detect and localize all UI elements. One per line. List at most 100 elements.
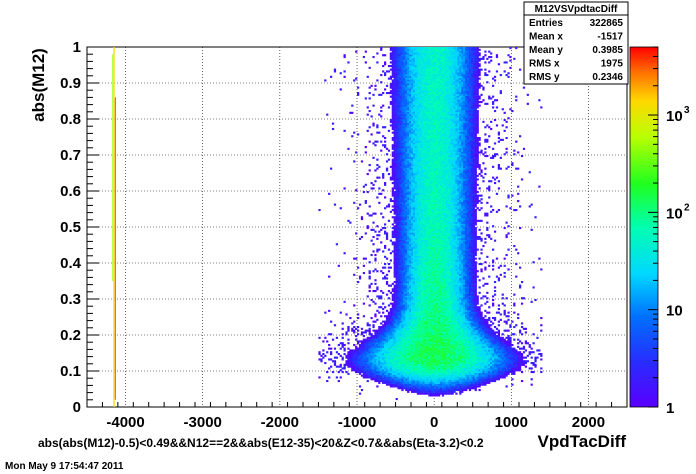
heat-cell: [385, 326, 389, 329]
heat-cell: [374, 290, 377, 293]
heat-cell: [459, 309, 462, 312]
heat-cell: [418, 272, 421, 275]
heat-cell: [474, 317, 477, 320]
heat-cell: [517, 354, 520, 357]
heat-cell: [397, 358, 400, 361]
heat-cell: [474, 349, 477, 352]
heat-cell: [449, 268, 452, 271]
heat-cell: [434, 272, 437, 275]
heat-cell: [451, 338, 454, 341]
heat-cell: [476, 363, 479, 366]
heat-cell: [470, 257, 474, 260]
heat-cell: [468, 358, 472, 361]
heat-cell: [443, 345, 447, 348]
heat-cell: [524, 327, 528, 330]
heat-cell: [385, 360, 389, 363]
heat-cell: [412, 317, 416, 320]
heat-cell: [393, 263, 396, 266]
heat-cell: [493, 358, 497, 361]
heat-cell: [438, 358, 441, 361]
heat-cell: [474, 376, 477, 379]
heat-cell: [364, 340, 367, 343]
heat-cell: [474, 322, 477, 325]
heat-cell: [358, 365, 362, 368]
heat-cell: [416, 290, 420, 293]
heat-cell: [401, 308, 404, 311]
heat-cell: [389, 363, 393, 366]
heat-cell: [418, 311, 421, 314]
heat-cell: [495, 347, 499, 350]
heat-cell: [463, 320, 466, 323]
heat-cell: [540, 329, 543, 332]
heat-cell: [405, 371, 408, 374]
heat-cell: [461, 311, 464, 314]
heat-cell: [380, 342, 383, 345]
heat-cell: [426, 293, 429, 296]
heat-cell: [411, 300, 414, 303]
heat-cell: [355, 335, 358, 338]
heat-cell: [447, 281, 450, 284]
heat-cell: [432, 381, 435, 384]
heat-cell: [443, 371, 447, 374]
heat-cell: [530, 371, 533, 374]
heat-cell: [497, 336, 501, 339]
heat-cell: [430, 299, 433, 302]
heat-cell: [507, 268, 510, 271]
heat-cell: [497, 320, 501, 323]
heat-cell: [351, 363, 354, 366]
heat-cell: [391, 338, 394, 341]
heat-cell: [411, 349, 414, 352]
heat-cell: [432, 270, 435, 273]
heat-cell: [492, 322, 495, 325]
heat-cell: [478, 353, 481, 356]
heat-cell: [411, 360, 414, 363]
heat-cell: [434, 300, 437, 303]
heat-cell: [436, 378, 439, 381]
heat-cell: [428, 369, 431, 372]
heat-cell: [376, 340, 379, 343]
heat-cell: [341, 327, 344, 330]
heat-cell: [445, 342, 448, 345]
heat-cell: [461, 372, 464, 375]
heat-cell: [530, 356, 533, 359]
heat-cell: [486, 353, 489, 356]
heat-cell: [420, 272, 423, 275]
heat-cell: [403, 317, 406, 320]
heat-cell: [430, 336, 433, 339]
heat-cell: [445, 374, 448, 377]
heat-cell: [443, 299, 447, 302]
heat-cell: [441, 351, 445, 354]
heat-cell: [445, 257, 448, 260]
heat-cell: [370, 353, 373, 356]
heat-cell: [451, 353, 454, 356]
heat-cell: [418, 387, 421, 390]
heat-cell: [439, 345, 443, 348]
heat-cell: [362, 302, 366, 305]
heat-cell: [436, 358, 439, 361]
heat-cell: [414, 309, 418, 312]
heat-cell: [393, 353, 396, 356]
heat-cell: [430, 371, 433, 374]
heat-cell: [474, 286, 477, 289]
heat-cell: [474, 304, 477, 307]
heat-cell: [345, 333, 348, 336]
heat-cell: [463, 293, 466, 296]
heat-cell: [466, 369, 470, 372]
heat-cell: [397, 335, 400, 338]
heat-cell: [405, 336, 408, 339]
heat-cell: [376, 295, 379, 298]
heat-cell: [484, 282, 487, 285]
heat-cell: [465, 381, 468, 384]
heat-cell: [451, 272, 454, 275]
heat-cell: [499, 372, 502, 375]
heat-cell: [364, 349, 367, 352]
heat-cell: [484, 295, 487, 298]
heat-cell: [463, 365, 466, 368]
heat-cell: [501, 354, 504, 357]
heat-cell: [399, 344, 402, 347]
heat-cell: [482, 358, 485, 361]
heat-cell: [463, 304, 466, 307]
heat-cell: [472, 362, 475, 365]
heat-cell: [411, 275, 414, 278]
heat-cell: [466, 306, 470, 309]
